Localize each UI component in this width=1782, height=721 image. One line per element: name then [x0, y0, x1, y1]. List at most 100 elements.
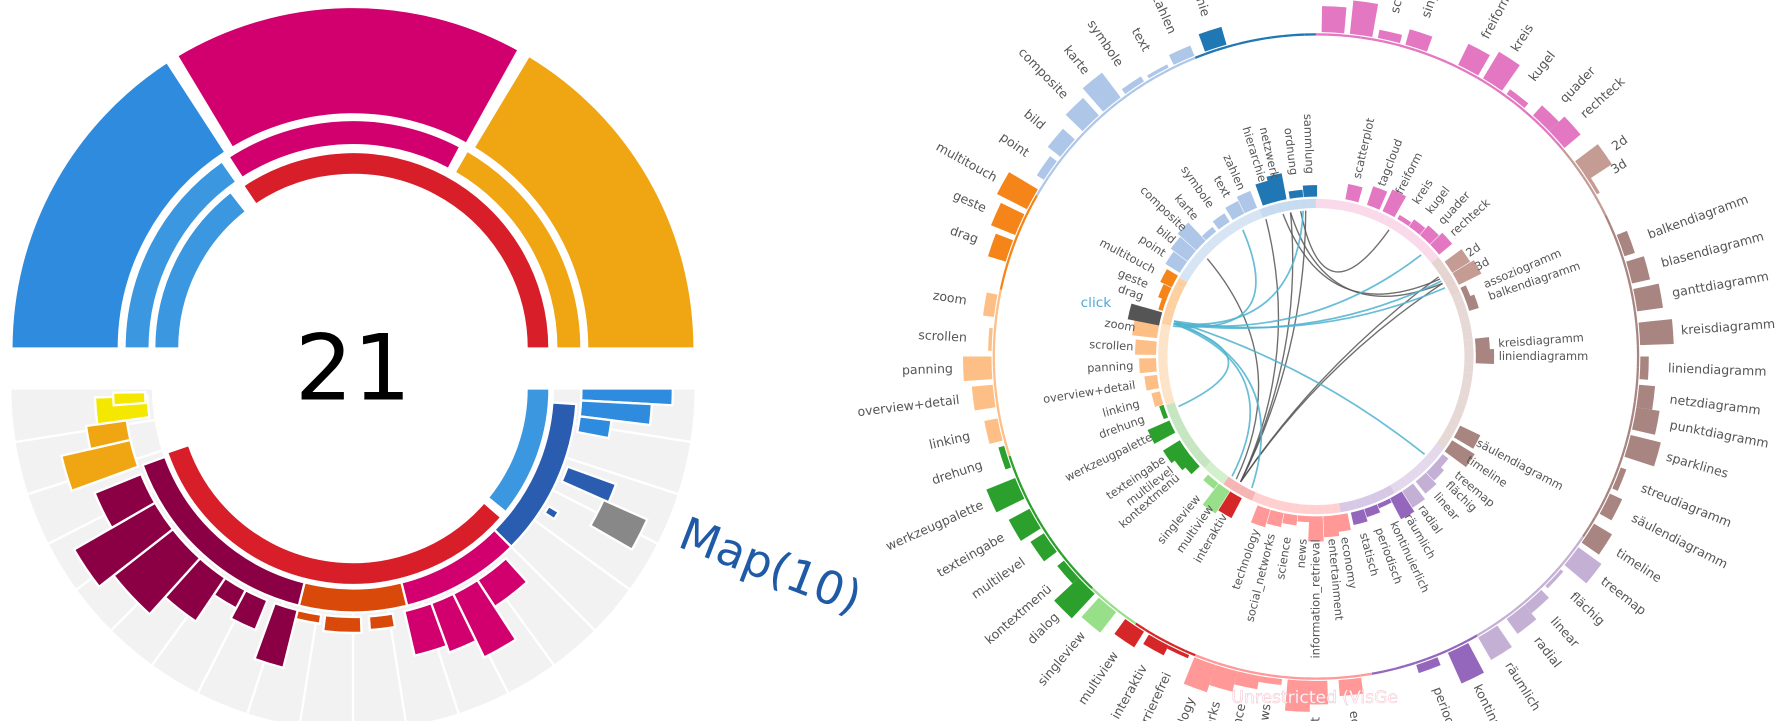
node-label[interactable]: scrollen [1089, 337, 1134, 353]
inner-ring [1299, 504, 1309, 514]
node-label[interactable]: timeline [1614, 545, 1665, 586]
outer-ring [1091, 587, 1102, 597]
node-label[interactable]: karte [1061, 43, 1093, 78]
node-label[interactable]: multilevel [968, 554, 1027, 602]
node-bar [1575, 144, 1612, 180]
node-label[interactable]: freiform [1478, 0, 1515, 41]
outer-ring [1582, 175, 1591, 187]
node-label[interactable]: scrollen [918, 327, 967, 345]
node-label[interactable]: treemap [1598, 573, 1649, 618]
node-label[interactable]: symbole [1085, 17, 1127, 70]
node-label[interactable]: overview+detail [857, 392, 961, 419]
node-label[interactable]: punktdiagramm [1669, 417, 1770, 451]
inner-ring [1457, 307, 1469, 319]
node-label[interactable]: ordnung [1281, 127, 1301, 176]
chord [1240, 276, 1439, 483]
node-label[interactable]: scatterplot [1387, 0, 1417, 15]
outer-ring [1135, 82, 1146, 91]
node-label[interactable]: drag [948, 223, 980, 247]
node-label[interactable]: sparklines [1665, 449, 1730, 481]
node-label[interactable]: multiview [1075, 648, 1122, 707]
inner-ring [1315, 198, 1325, 209]
outer-ring [1144, 628, 1156, 637]
node-label[interactable]: entertainment [1325, 538, 1346, 622]
inner-ring [1451, 409, 1464, 421]
inner-ring [1188, 257, 1201, 270]
inner-ring [1444, 277, 1457, 290]
inner-ring [1396, 476, 1409, 489]
inner-ring [1259, 495, 1271, 507]
node-label[interactable]: scatterplot [1350, 116, 1378, 180]
node-label[interactable]: 3d [1608, 156, 1629, 177]
outer-ring [1144, 76, 1156, 85]
node-label[interactable]: 2d [1463, 240, 1483, 260]
node-label[interactable]: kontinuierlich [1471, 682, 1522, 721]
outer-ring [1020, 487, 1028, 499]
node-label[interactable]: panning [902, 361, 953, 378]
node-label[interactable]: kugel [1525, 48, 1558, 84]
node-label[interactable]: singleview [1418, 0, 1453, 20]
node-label[interactable]: radial [1531, 633, 1565, 670]
node-label[interactable]: periodisch [1430, 685, 1466, 721]
node-label[interactable]: kreis [1507, 21, 1536, 54]
outer-ring [993, 378, 997, 391]
node-label[interactable]: sammlung [1301, 114, 1317, 174]
node-label[interactable]: drehung [930, 457, 984, 487]
node-label[interactable]: zahlen [1149, 0, 1180, 36]
node-bar [1165, 251, 1188, 273]
node-label[interactable]: dialog [1024, 609, 1062, 647]
node-label[interactable]: ganttdiagramm [1671, 268, 1770, 300]
chord [1173, 320, 1263, 489]
node-label[interactable]: balkendiagramm [1645, 191, 1750, 241]
node-label[interactable]: blasendiagramm [1659, 228, 1765, 270]
outer-ring [1456, 65, 1468, 74]
node-label[interactable]: flächig [1567, 589, 1608, 629]
inner-ring [1403, 228, 1416, 242]
node-label[interactable]: news [1254, 703, 1273, 721]
node-label[interactable]: hierarchie [1180, 0, 1214, 19]
outer-ring [1393, 665, 1406, 671]
node-label[interactable]: multitouch [934, 139, 1000, 185]
inner-ring [1179, 270, 1192, 283]
node-label[interactable]: information_retrieval [1308, 539, 1322, 658]
inner-ring [1283, 200, 1293, 212]
node-label[interactable]: technology [1160, 694, 1198, 721]
node-label[interactable]: kreisdiagramm [1498, 330, 1584, 350]
node-label[interactable]: liniendiagramm [1499, 349, 1589, 363]
node-label[interactable]: zoom [1104, 316, 1137, 335]
inner-ring [1339, 501, 1349, 513]
inner-ring [1158, 348, 1168, 357]
node-label[interactable]: text [1129, 25, 1154, 54]
node-label[interactable]: point [997, 129, 1032, 160]
node-label[interactable]: liniendiagramm [1668, 360, 1767, 378]
outer-ring [1008, 455, 1015, 468]
inner-ring [1436, 437, 1449, 450]
node-label[interactable]: kreisdiagramm [1680, 316, 1775, 338]
node-label[interactable]: geste [951, 187, 989, 215]
outer-ring [1282, 675, 1294, 679]
chord [1240, 212, 1294, 483]
node-label[interactable]: zoom [932, 287, 968, 307]
outer-ring [1099, 108, 1110, 118]
node-label[interactable]: bild [1021, 106, 1048, 132]
node-label[interactable]: linking [928, 428, 972, 452]
node-label[interactable]: 2d [1609, 132, 1631, 153]
outer-ring [1604, 214, 1612, 226]
node-label[interactable]: panning [1087, 359, 1134, 375]
node-label[interactable]: news [1294, 538, 1310, 568]
inner-ring [1158, 364, 1169, 373]
node-label[interactable]: 3d [1472, 254, 1491, 273]
node-label[interactable]: entertainment [1307, 717, 1322, 721]
node-label[interactable]: economy [1347, 710, 1368, 721]
inner-ring [1463, 364, 1474, 373]
node-label[interactable]: räumlich [1502, 659, 1544, 713]
outer-ring [1075, 571, 1086, 582]
inner-ring [1409, 466, 1422, 480]
node-bar [990, 202, 1025, 235]
bar-segment [367, 612, 397, 632]
inner-ring [1403, 471, 1416, 485]
selected-label[interactable]: click [1081, 295, 1112, 311]
node-label[interactable]: netzdiagramm [1669, 391, 1762, 417]
node-label[interactable]: science [1273, 536, 1294, 581]
bar-segment [575, 415, 613, 440]
